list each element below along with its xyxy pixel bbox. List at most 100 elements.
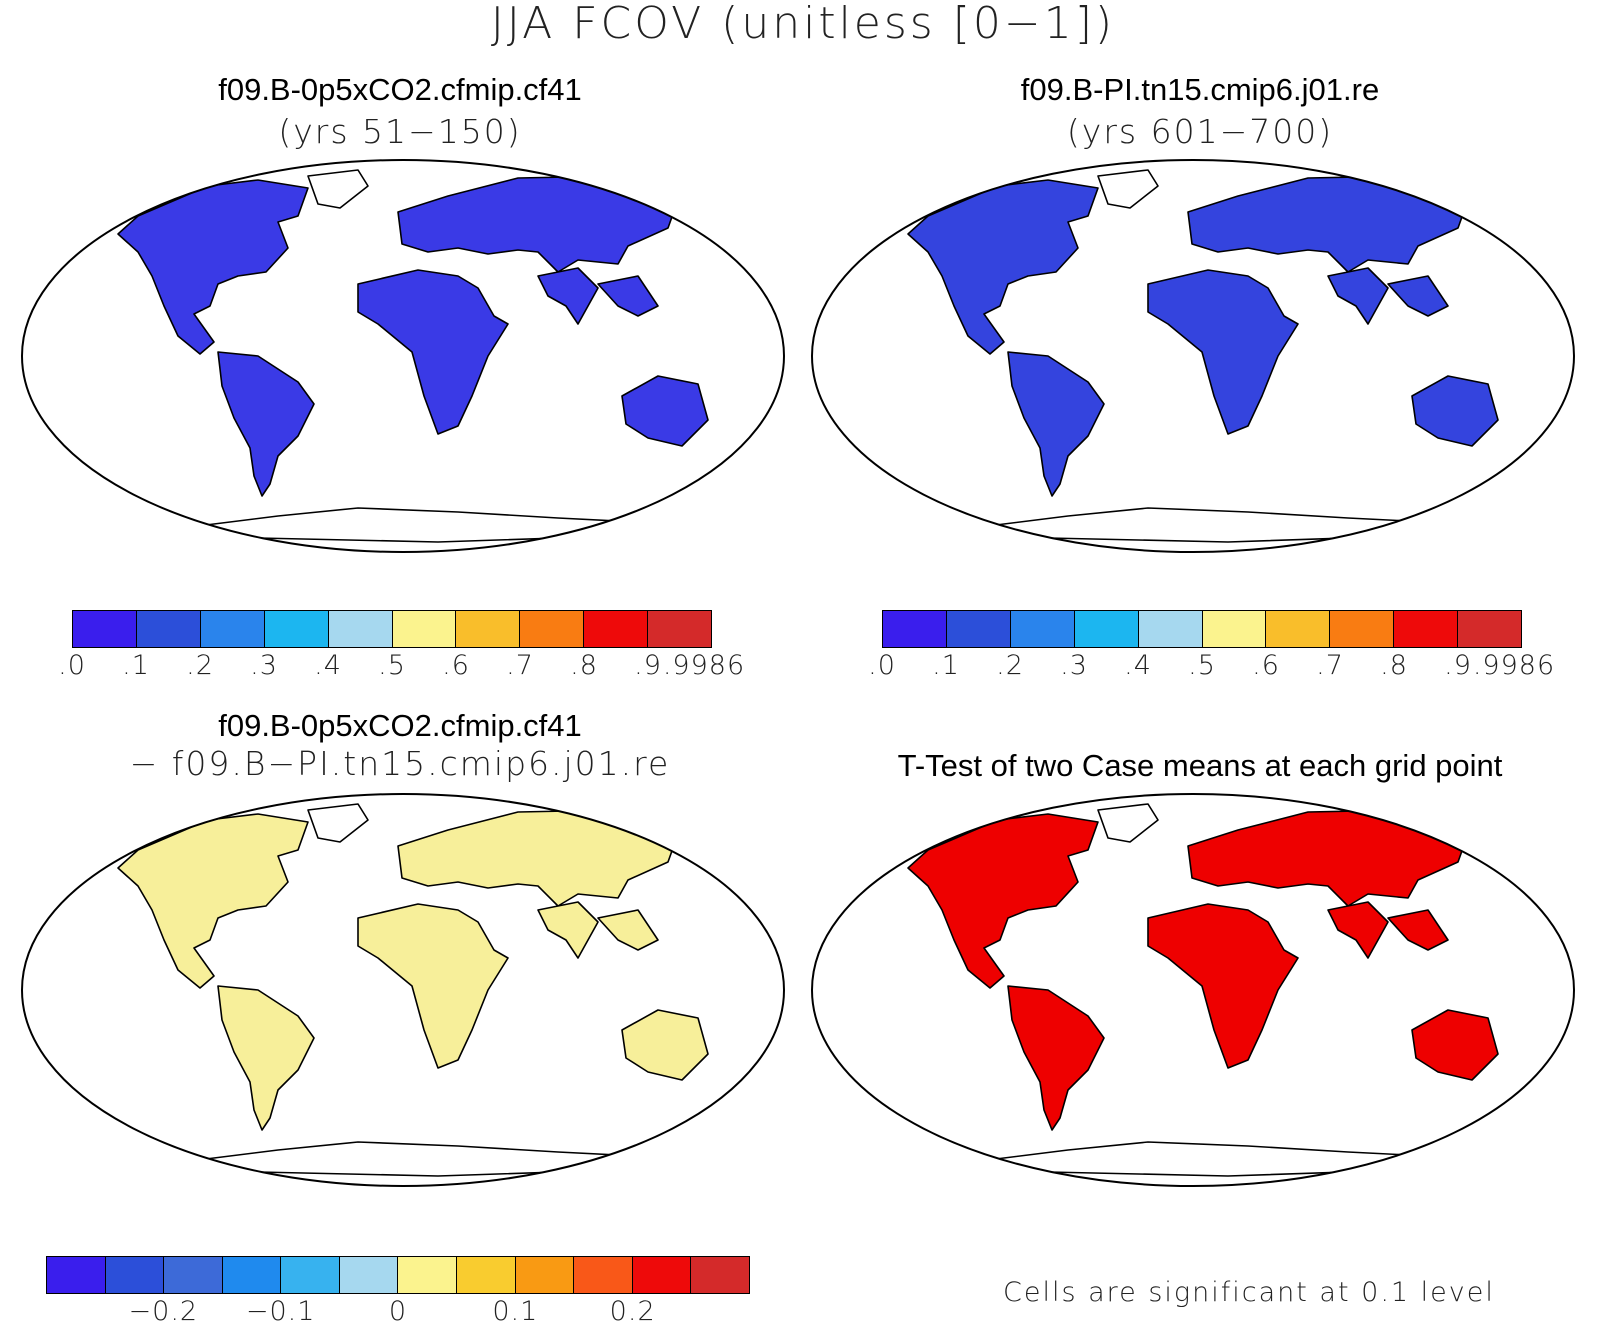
colorbar-cell: [73, 611, 137, 647]
landmass-namerica: [907, 179, 1099, 355]
landmass-africa: [357, 903, 509, 1069]
landmass-seasia: [1387, 275, 1449, 317]
colorbar-tick-label: .4: [314, 650, 342, 681]
landmass-samerica: [217, 985, 315, 1131]
colorbar-tick-label: .6: [1252, 650, 1280, 681]
landmass-samerica: [1007, 351, 1105, 497]
landmass-antarctica: [197, 1141, 639, 1177]
map-border: [21, 159, 785, 553]
landmass-greenland: [307, 803, 369, 843]
colorbar-tick-label: .9: [634, 650, 662, 681]
landmass-india: [537, 901, 599, 959]
landmass-india: [1327, 267, 1389, 325]
landmass-eurasia: [1187, 809, 1469, 907]
colorbar-tick-label: −0.1: [245, 1296, 316, 1327]
colorbar-tick-label: .5: [378, 650, 406, 681]
landmass-seasia: [1387, 909, 1449, 951]
colorbar-cell: [339, 1257, 399, 1293]
colorbar-cell: [1458, 611, 1522, 647]
colorbar-cell: [1074, 611, 1139, 647]
colorbar-panel-1: [72, 610, 712, 648]
colorbar-cell: [1266, 611, 1331, 647]
landmass-eurasia: [397, 809, 679, 907]
colorbar-panel-2: [882, 610, 1522, 648]
landmass-antarctica: [987, 507, 1429, 543]
colorbar-tick-label: .5: [1188, 650, 1216, 681]
landmass-namerica: [117, 813, 309, 989]
landmass-australia: [1411, 375, 1499, 447]
landmass-africa: [1147, 903, 1299, 1069]
figure-title: JJA FCOV (unitless [0−1]): [490, 0, 1116, 49]
colorbar-tick-label: .3: [250, 650, 278, 681]
panel-2-title: f09.B-PI.tn15.cmip6.j01.re: [1020, 72, 1380, 107]
colorbar-tick-label: .2: [186, 650, 214, 681]
colorbar-cell: [328, 611, 393, 647]
colorbar-tick-label: .8: [1380, 650, 1408, 681]
colorbar-cell: [457, 1257, 516, 1293]
landmass-antarctica: [987, 1141, 1429, 1177]
colorbar-tick-label: .1: [932, 650, 960, 681]
colorbar-tick-label: .7: [506, 650, 534, 681]
colorbar-tick-label: .9986: [1472, 650, 1556, 681]
map-panel-4: [811, 793, 1575, 1187]
colorbar-cell: [648, 611, 712, 647]
colorbar-tick-label: .8: [570, 650, 598, 681]
map-panel-3: [21, 793, 785, 1187]
colorbar-tick-label: −0.2: [128, 1296, 199, 1327]
colorbar-cell: [1010, 611, 1075, 647]
panel-3-subtitle: − f09.B−PI.tn15.cmip6.j01.re: [129, 744, 671, 783]
landmass-samerica: [1007, 985, 1105, 1131]
colorbar-tick-label: 0: [388, 1296, 408, 1327]
colorbar-cell: [584, 611, 649, 647]
panel-3-title: f09.B-0p5xCO2.cfmip.cf41: [218, 708, 582, 743]
landmass-africa: [357, 269, 509, 435]
colorbar-tick-label: .0: [868, 650, 896, 681]
colorbar-cell: [398, 1257, 458, 1293]
colorbar-cell: [264, 611, 329, 647]
colorbar-tick-label: 0.1: [492, 1296, 539, 1327]
colorbar-cell: [515, 1257, 575, 1293]
landmass-eurasia: [397, 175, 679, 273]
landmass-greenland: [1097, 169, 1159, 209]
map-panel-2: [811, 159, 1575, 553]
landmass-greenland: [307, 169, 369, 209]
map-border: [811, 159, 1575, 553]
map-panel-1: [21, 159, 785, 553]
colorbar-diff: [46, 1256, 750, 1294]
colorbar-cell: [47, 1257, 106, 1293]
landmass-greenland: [1097, 803, 1159, 843]
colorbar-tick-label: .0: [58, 650, 86, 681]
landmass-africa: [1147, 269, 1299, 435]
colorbar-tick-label: .4: [1124, 650, 1152, 681]
landmass-india: [1327, 901, 1389, 959]
landmass-india: [537, 267, 599, 325]
colorbar-tick-label: 0.2: [609, 1296, 656, 1327]
landmass-seasia: [597, 909, 659, 951]
colorbar-cell: [200, 611, 265, 647]
panel-2-subtitle: (yrs 601−700): [1066, 112, 1334, 151]
colorbar-cell: [574, 1257, 633, 1293]
panel-4-title: T-Test of two Case means at each grid po…: [897, 748, 1503, 783]
colorbar-cell: [222, 1257, 282, 1293]
landmass-antarctica: [197, 507, 639, 543]
landmass-samerica: [217, 351, 315, 497]
landmass-seasia: [597, 275, 659, 317]
significance-note: Cells are significant at 0.1 level: [1003, 1277, 1495, 1308]
colorbar-cell: [281, 1257, 340, 1293]
colorbar-tick-label: .1: [122, 650, 150, 681]
panel-1-subtitle: (yrs 51−150): [278, 112, 522, 151]
colorbar-cell: [520, 611, 585, 647]
landmass-eurasia: [1187, 175, 1469, 273]
colorbar-cell: [1394, 611, 1459, 647]
colorbar-cell: [1202, 611, 1267, 647]
colorbar-cell: [456, 611, 521, 647]
colorbar-tick-label: .7: [1316, 650, 1344, 681]
colorbar-cell: [1330, 611, 1395, 647]
colorbar-tick-label: .2: [996, 650, 1024, 681]
colorbar-tick-label: .6: [442, 650, 470, 681]
colorbar-tick-label: .9: [1444, 650, 1472, 681]
colorbar-cell: [392, 611, 457, 647]
colorbar-tick-label: .3: [1060, 650, 1088, 681]
colorbar-cell: [883, 611, 947, 647]
colorbar-cell: [105, 1257, 165, 1293]
